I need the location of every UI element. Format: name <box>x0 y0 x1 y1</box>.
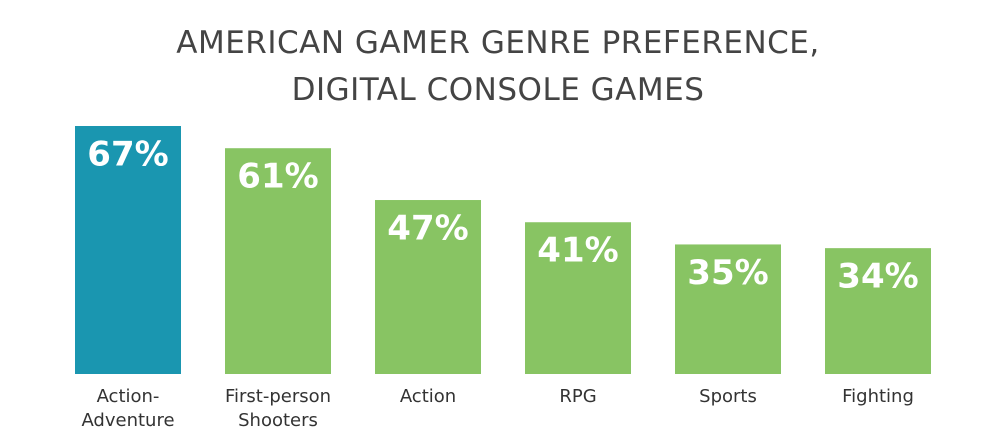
bar <box>675 244 781 374</box>
value-label: 34% <box>837 257 918 297</box>
category-label: Action-Adventure <box>81 386 175 431</box>
bar <box>825 248 931 374</box>
category-label: Fighting <box>842 386 914 407</box>
value-label: 61% <box>237 157 318 197</box>
bar <box>75 126 181 374</box>
bar <box>525 222 631 374</box>
category-label: First-person Shooters <box>224 386 332 431</box>
bar <box>225 148 331 374</box>
chart-title: AMERICAN GAMER GENRE PREFERENCE, DIGITAL… <box>176 25 820 108</box>
value-label: 47% <box>387 209 468 249</box>
value-label: 67% <box>87 135 168 175</box>
value-label: 35% <box>687 253 768 293</box>
category-label: RPG <box>559 386 597 407</box>
category-label: Action <box>399 386 457 407</box>
category-label: Sports <box>699 386 757 407</box>
value-label: 41% <box>537 231 618 271</box>
bar <box>375 200 481 374</box>
